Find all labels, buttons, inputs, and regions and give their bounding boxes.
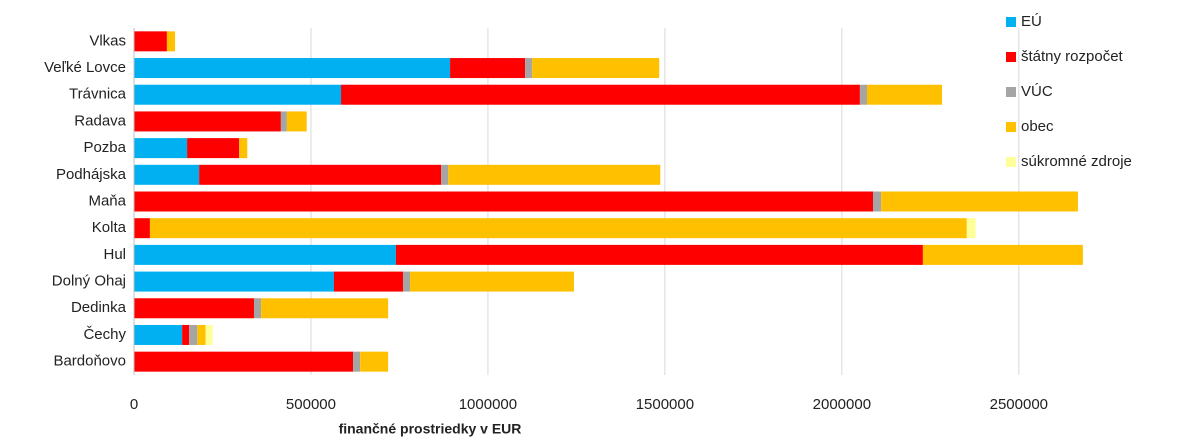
bar-segment <box>450 58 526 79</box>
bar-segment <box>402 271 411 292</box>
bar-segment <box>866 84 943 105</box>
bar-segment <box>253 298 262 319</box>
bar-segment <box>395 244 923 265</box>
bar-segment <box>149 218 967 239</box>
x-tick-label: 1000000 <box>459 396 517 413</box>
bar-segment <box>333 271 403 292</box>
x-tick-label: 500000 <box>286 396 336 413</box>
y-tick-label: Hul <box>103 246 126 263</box>
bar-segment <box>966 218 976 239</box>
bar-segment <box>360 351 389 372</box>
bar-segment <box>134 84 342 105</box>
bar-segment <box>134 324 183 345</box>
bar-segment <box>134 58 451 79</box>
legend-label: štátny rozpočet <box>1021 48 1124 65</box>
y-tick-label: Veľké Lovce <box>44 59 126 76</box>
legend-label: VÚC <box>1021 83 1053 100</box>
x-tick-label: 1500000 <box>636 396 694 413</box>
bar-segment <box>441 164 449 185</box>
bar-segment <box>134 138 188 159</box>
y-tick-label: Maňa <box>88 192 126 209</box>
legend-label: súkromné zdroje <box>1021 153 1132 170</box>
bar-segment <box>922 244 1083 265</box>
y-tick-label: Kolta <box>92 219 127 236</box>
bar-segment <box>286 111 307 132</box>
y-tick-label: Vlkas <box>89 32 126 49</box>
bar-segment <box>187 138 240 159</box>
x-tick-label: 2500000 <box>990 396 1048 413</box>
bar-segment <box>199 164 442 185</box>
bar-segment <box>134 351 354 372</box>
y-tick-label: Radava <box>74 112 126 129</box>
y-tick-label: Čechy <box>83 326 126 343</box>
bar-segment <box>410 271 574 292</box>
bar-segment <box>525 58 533 79</box>
y-tick-label: Dolný Ohaj <box>52 273 126 290</box>
y-tick-label: Trávnica <box>69 86 127 103</box>
bar-segment <box>239 138 248 159</box>
y-tick-label: Dedinka <box>71 299 127 316</box>
x-axis-title: finančné prostriedky v EUR <box>339 421 522 437</box>
bar-segment <box>182 324 190 345</box>
bar-segment <box>189 324 198 345</box>
legend-swatch <box>1006 17 1016 27</box>
bar-segment <box>166 31 176 52</box>
x-tick-label: 0 <box>130 396 138 413</box>
legend-swatch <box>1006 87 1016 97</box>
bar-segment <box>134 271 334 292</box>
bar-segment <box>859 84 867 105</box>
bar-segment <box>134 31 167 52</box>
bar-segment <box>134 298 254 319</box>
y-tick-label: Podhájska <box>56 166 127 183</box>
bar-segment <box>261 298 389 319</box>
x-tick-label: 2000000 <box>813 396 871 413</box>
bar-segment <box>280 111 287 132</box>
legend-label: EÚ <box>1021 13 1042 30</box>
bar-segment <box>134 111 281 132</box>
bar-segment <box>134 191 874 212</box>
bar-segment <box>197 324 206 345</box>
legend-swatch <box>1006 157 1016 167</box>
bar-segment <box>134 164 200 185</box>
bar-segment <box>341 84 860 105</box>
bar-segment <box>134 218 150 239</box>
y-tick-label: Bardoňovo <box>53 353 126 370</box>
bar-segment <box>205 324 213 345</box>
bar-segment <box>881 191 1078 212</box>
bar-segment <box>134 244 396 265</box>
legend-swatch <box>1006 122 1016 132</box>
legend-swatch <box>1006 52 1016 62</box>
bar-segment <box>873 191 882 212</box>
legend-label: obec <box>1021 118 1054 135</box>
bar-segment <box>532 58 660 79</box>
y-tick-label: Pozba <box>83 139 126 156</box>
bar-segment <box>353 351 361 372</box>
bar-segment <box>448 164 661 185</box>
